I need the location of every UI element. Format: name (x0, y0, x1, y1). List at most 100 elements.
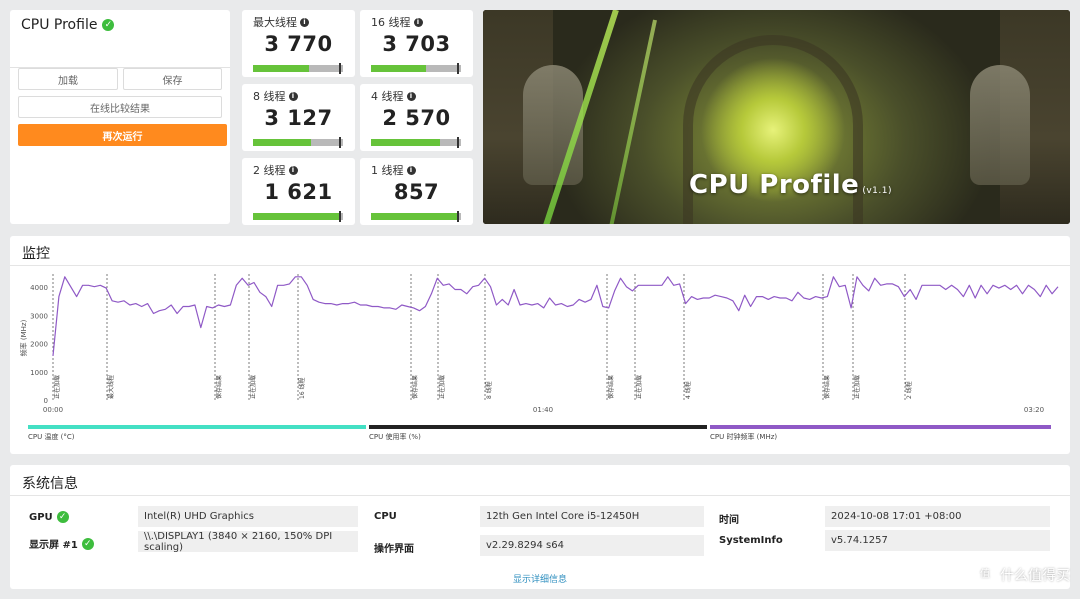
score-bar-marker (339, 211, 341, 222)
score-label-text: 8 线程 (253, 90, 286, 103)
score-value: 3 703 (382, 32, 451, 56)
profile-title: CPU Profile ✓ (21, 17, 115, 33)
x-tick-label: 00:00 (43, 406, 63, 414)
y-tick-label: 0 (44, 397, 48, 405)
score-bar-fill (253, 65, 309, 72)
save-button[interactable]: 保存 (123, 68, 222, 90)
phase-label: 4 线程 (684, 381, 692, 399)
y-tick-label: 2000 (30, 341, 48, 349)
systeminfo-value: v5.74.1257 (825, 530, 1050, 551)
score-label: 8 线程 i (253, 88, 298, 104)
gpu-key-text: GPU (29, 511, 53, 523)
display-key-text: 显示屏 #1 (29, 540, 78, 551)
score-bar-fill (371, 65, 426, 72)
y-tick-label: 4000 (30, 284, 48, 292)
score-bar (253, 137, 343, 148)
sysinfo-panel: 系统信息 GPU ✓ Intel(R) UHD Graphics 显示屏 #1 … (10, 465, 1070, 589)
score-card: 4 线程 i 2 570 (360, 84, 473, 151)
phase-label: 正在加载 (635, 375, 643, 399)
profile-title-text: CPU Profile (21, 17, 98, 33)
time-key: 时间 (719, 515, 739, 526)
divider (10, 265, 1070, 266)
run-again-button[interactable]: 再次运行 (18, 124, 227, 146)
score-bar-marker (339, 63, 341, 74)
cpu-key: CPU (374, 511, 397, 522)
hero-title: CPU Profile (v1.1) (689, 170, 892, 200)
legend-line-clock[interactable] (710, 425, 1051, 429)
load-button[interactable]: 加载 (18, 68, 118, 90)
score-bar-marker (457, 211, 459, 222)
display-value: \\.\DISPLAY1 (3840 × 2160, 150% DPI scal… (138, 531, 358, 553)
score-bar-marker (339, 137, 341, 148)
score-label: 16 线程 i (371, 14, 423, 30)
score-value: 1 621 (264, 180, 333, 204)
score-bar-fill (371, 213, 459, 220)
legend-line-temperature[interactable] (28, 425, 366, 429)
phase-label: 2 线程 (905, 381, 913, 399)
score-card: 2 线程 i 1 621 (242, 158, 355, 225)
score-bar-fill (371, 139, 441, 146)
systeminfo-key: SystemInfo (719, 535, 783, 546)
check-icon: ✓ (56, 511, 69, 523)
score-bar-fill (253, 139, 311, 146)
score-value: 3 127 (264, 106, 333, 130)
phase-label: 正在加载 (438, 375, 446, 399)
score-bar (371, 137, 461, 148)
y-tick-label: 1000 (30, 369, 48, 377)
hero-version: (v1.1) (862, 186, 892, 196)
phase-label: 保存结果 (411, 375, 419, 399)
info-icon[interactable]: i (300, 17, 309, 27)
hero-title-text: CPU Profile (689, 170, 860, 200)
score-card: 1 线程 i 857 (360, 158, 473, 225)
frequency-chart: 0 1000 2000 3000 4000 频率 (MHz) 00:00 01:40 03:20… (19, 274, 1059, 414)
info-icon[interactable]: i (413, 17, 423, 27)
phase-label: 最大线程 (107, 375, 115, 399)
clock-frequency-line (52, 276, 1059, 356)
info-icon[interactable]: i (288, 91, 298, 101)
score-bar (371, 211, 461, 222)
divider (10, 495, 1070, 496)
legend-label-usage: CPU 使用率 (%) (369, 433, 421, 441)
phase-label: 正在加载 (249, 375, 257, 399)
score-bar (253, 211, 343, 222)
score-label-text: 最大线程 (253, 16, 297, 29)
score-label: 1 线程 i (371, 162, 416, 178)
check-icon: ✓ (102, 19, 115, 31)
phase-label: 保存结果 (215, 375, 223, 399)
score-label-text: 1 线程 (371, 164, 404, 177)
phase-label: 16 线程 (298, 377, 306, 399)
info-icon[interactable]: i (406, 91, 416, 101)
legend-line-usage[interactable] (369, 425, 707, 429)
score-label-text: 2 线程 (253, 164, 286, 177)
info-icon[interactable]: i (406, 165, 416, 175)
show-details-text[interactable]: 显示详细信息 (512, 575, 567, 585)
score-card: 8 线程 i 3 127 (242, 84, 355, 151)
time-value: 2024-10-08 17:01 +08:00 (825, 506, 1050, 527)
legend-label-temperature: CPU 温度 (°C) (28, 433, 75, 441)
compare-online-button[interactable]: 在线比较结果 (18, 96, 222, 118)
score-bar (371, 63, 461, 74)
phase-label: 8 线程 (485, 381, 493, 399)
show-details-link[interactable]: 显示详细信息 (10, 572, 1070, 585)
ui-value: v2.29.8294 s64 (480, 535, 704, 556)
score-bar-marker (457, 137, 459, 148)
hero-statue-left (523, 65, 583, 185)
score-bar-marker (457, 63, 459, 74)
score-value: 3 770 (264, 32, 333, 56)
x-tick-label: 01:40 (533, 406, 553, 414)
monitor-title: 监控 (22, 246, 50, 262)
check-icon: ✓ (81, 537, 94, 550)
cpu-value: 12th Gen Intel Core i5-12450H (480, 506, 704, 527)
score-label: 4 线程 i (371, 88, 416, 104)
phase-label: 保存结果 (607, 375, 615, 399)
score-bar-fill (253, 213, 339, 220)
ui-key: 操作界面 (374, 544, 414, 555)
hero-arch (683, 35, 863, 224)
phase-label: 正在加载 (853, 375, 861, 399)
score-card: 16 线程 i 3 703 (360, 10, 473, 77)
watermark-logo-icon: 值 (975, 565, 995, 585)
watermark: 值 什么值得买 (975, 565, 1070, 585)
score-card: 最大线程 i 3 770 (242, 10, 355, 77)
info-icon[interactable]: i (288, 165, 298, 175)
display-key: 显示屏 #1 ✓ (29, 536, 94, 551)
